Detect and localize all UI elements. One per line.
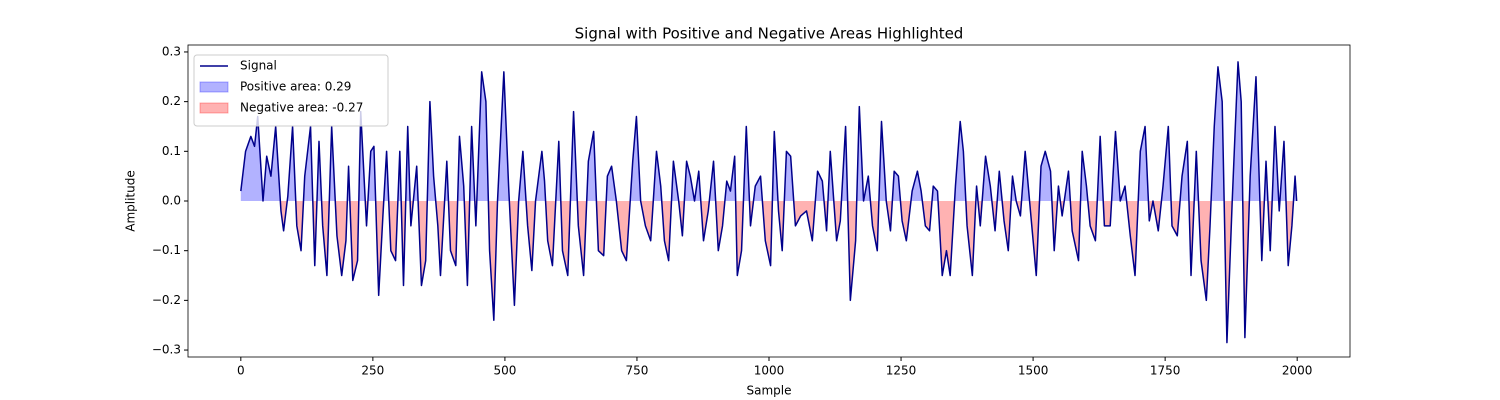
x-tick-label: 250	[361, 364, 384, 378]
y-tick-label: −0.2	[152, 293, 181, 307]
legend-patch	[199, 102, 229, 114]
legend-label: Signal	[240, 59, 277, 73]
x-tick-label: 0	[237, 364, 245, 378]
chart-title: Signal with Positive and Negative Areas …	[575, 25, 964, 43]
y-tick-label: 0.3	[162, 44, 181, 58]
x-tick-label: 1250	[886, 364, 917, 378]
signal-line	[240, 61, 1298, 344]
x-tick-label: 1500	[1018, 364, 1049, 378]
y-tick-label: 0.1	[162, 144, 181, 158]
plot-frame	[187, 44, 1351, 358]
x-tick-label: 2000	[1282, 364, 1313, 378]
legend-box	[193, 54, 389, 127]
legend-label: Positive area: 0.29	[240, 80, 351, 94]
legend-label: Negative area: -0.27	[240, 101, 363, 115]
x-axis-label: Sample	[747, 384, 792, 398]
y-tick-label: −0.3	[152, 343, 181, 357]
x-tick-label: 1750	[1150, 364, 1181, 378]
legend-patch	[199, 81, 229, 93]
y-axis-label: Amplitude	[124, 170, 138, 232]
x-tick-label: 750	[626, 364, 649, 378]
y-tick-label: 0.0	[162, 194, 181, 208]
x-tick-label: 500	[493, 364, 516, 378]
x-tick-label: 1000	[754, 364, 785, 378]
y-tick-label: −0.1	[152, 243, 181, 257]
y-tick-label: 0.2	[162, 94, 181, 108]
